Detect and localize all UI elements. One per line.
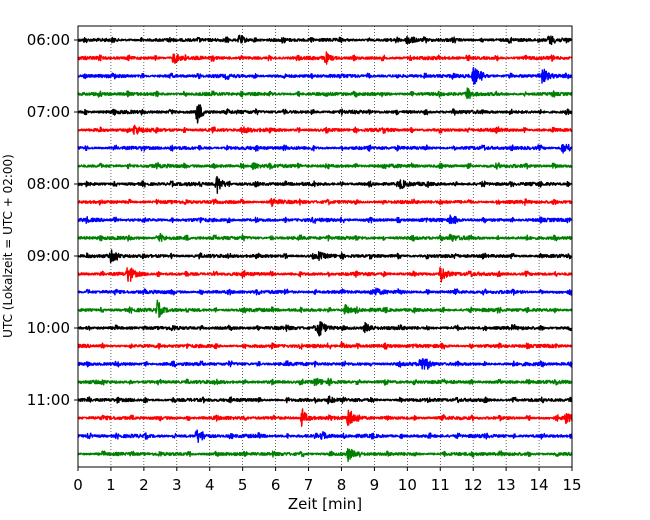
seismic-trace [77,232,573,242]
plot-frame [77,25,573,468]
x-tick-label: 5 [238,476,248,494]
seismic-trace [77,87,573,100]
x-tick-label: 10 [398,476,417,494]
x-tick-label: 1 [106,476,116,494]
seismic-trace [77,340,573,350]
x-tick-label: 13 [497,476,516,494]
seismic-trace [77,34,573,46]
x-tick-label: 15 [562,476,581,494]
x-tick-label: 3 [172,476,182,494]
y-tick-label: 06:00 [27,31,70,49]
y-tick-label: 08:00 [27,175,70,193]
seismic-trace [77,249,573,264]
seismic-trace [77,143,573,154]
seismic-trace [77,357,573,370]
y-tick-label: 11:00 [27,391,70,409]
x-tick-label: 11 [431,476,450,494]
y-tick-label: 07:00 [27,103,70,121]
seismic-trace [77,175,573,194]
x-tick-label: 9 [370,476,380,494]
seismic-trace [77,162,573,171]
y-axis-label: UTC (Lokalzeit = UTC + 02:00) [1,154,15,338]
seismic-trace [77,408,573,427]
seismic-trace [77,66,573,85]
x-axis-label: Zeit [min] [288,495,362,513]
x-tick-label: 8 [337,476,347,494]
y-tick-label: 10:00 [27,319,70,337]
seismic-trace [77,214,573,225]
x-tick-label: 7 [304,476,314,494]
seismic-trace [77,377,573,387]
seismic-trace [77,287,573,296]
x-tick-label: 0 [73,476,83,494]
seismic-trace [77,267,573,283]
seismic-trace [77,321,573,337]
x-axis: 0 1 2 3 4 5 6 7 8 9 10 11 12 13 14 15 [73,467,582,494]
x-tick-label: 6 [271,476,281,494]
seismic-trace [77,395,573,405]
seismic-trace [77,197,573,208]
x-tick-label: 14 [530,476,549,494]
seismic-trace [77,429,573,443]
x-tick-label: 4 [205,476,215,494]
seismic-trace [77,51,573,65]
y-axis: 06:00 07:00 08:00 09:00 10:00 11:00 [27,31,78,409]
y-tick-label: 09:00 [27,247,70,265]
seismic-trace [77,124,573,135]
seismic-trace [77,299,573,319]
x-tick-label: 2 [139,476,149,494]
seismic-trace [77,447,573,463]
trace-layer [77,34,573,463]
seismic-trace [77,104,573,124]
x-tick-label: 12 [464,476,483,494]
